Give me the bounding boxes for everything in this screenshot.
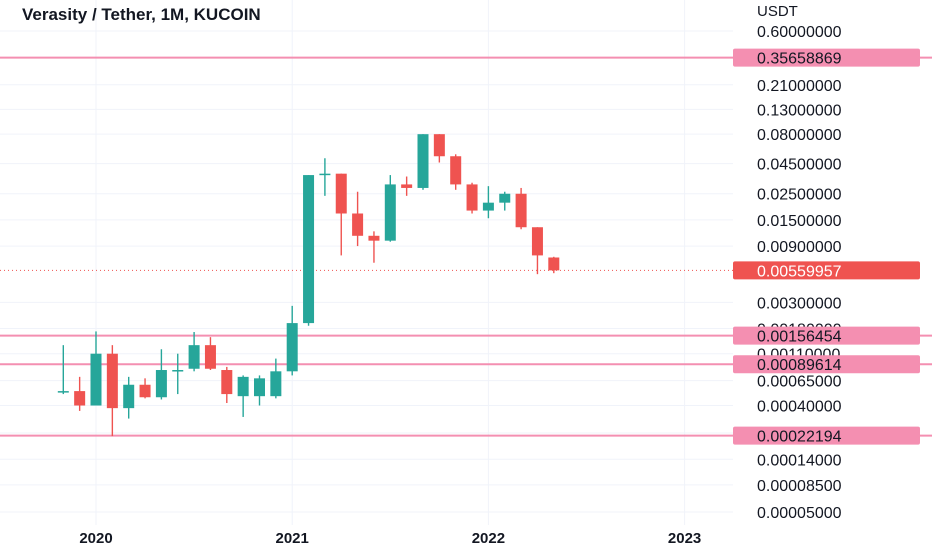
last-price-box	[733, 261, 920, 280]
y-tick-label: 0.01500000	[757, 213, 842, 230]
candle	[106, 345, 118, 437]
y-tick-label: 0.00014000	[757, 452, 842, 469]
candle-body	[204, 345, 216, 369]
candle	[303, 175, 315, 326]
candle-body	[368, 235, 380, 241]
candle-body	[237, 376, 249, 397]
y-tick-label: 0.02500000	[757, 187, 842, 204]
y-tick-label: 0.00040000	[757, 399, 842, 416]
candle	[221, 366, 233, 404]
level-label-text: 0.35658869	[757, 51, 842, 68]
y-tick-label: 0.13000000	[757, 102, 842, 119]
candle-body	[303, 175, 315, 324]
x-tick-label: 2021	[276, 530, 309, 547]
candle-body	[335, 173, 347, 214]
candle	[286, 305, 298, 376]
x-tick-label: 2023	[668, 530, 701, 547]
y-axis-ticks: 0.60000000 0.21000000 0.13000000 0.08000000…	[757, 24, 842, 522]
level-label-box	[733, 355, 920, 374]
candle	[515, 187, 527, 230]
candle-body	[352, 213, 364, 236]
candle-body	[548, 257, 560, 271]
y-tick-label: 0.00065000	[757, 374, 842, 391]
y-tick-label: 0.04500000	[757, 157, 842, 174]
candle-body	[155, 370, 167, 398]
last-price-text: 0.00559957	[757, 263, 842, 280]
candle-body	[384, 184, 396, 241]
candle-body	[90, 353, 102, 406]
candle	[270, 358, 282, 399]
candle	[417, 134, 429, 190]
y-tick-label: 0.00900000	[757, 239, 842, 256]
candle-body	[123, 384, 135, 409]
candle-body	[401, 184, 413, 188]
candle-body	[270, 371, 282, 397]
candle	[123, 376, 135, 419]
candle-body	[433, 134, 445, 157]
candle	[335, 173, 347, 256]
x-axis-ticks: 2020 2021 2022 2023	[79, 530, 701, 547]
candle	[384, 175, 396, 242]
candle	[531, 227, 543, 275]
candle-body	[74, 391, 86, 406]
chart-title: Verasity / Tether, 1M, KUCOIN	[22, 5, 261, 24]
candle-body	[515, 193, 527, 228]
candle	[188, 332, 200, 372]
x-tick-label: 2022	[472, 530, 505, 547]
candle-body	[139, 384, 151, 398]
candles	[57, 134, 560, 437]
candle	[57, 345, 69, 395]
last-price-label: 0.00559957	[733, 261, 920, 280]
axis-unit: USDT	[757, 3, 798, 20]
grid	[0, 0, 733, 525]
level-label-text: 0.00156454	[757, 329, 842, 346]
candle-body	[106, 353, 118, 409]
candle-body	[188, 345, 200, 369]
y-tick-label: 0.60000000	[757, 24, 842, 41]
candle	[499, 191, 511, 211]
candle	[433, 134, 445, 163]
candle	[139, 378, 151, 399]
candle-body	[172, 370, 184, 372]
candle-body	[221, 370, 233, 395]
candle	[74, 376, 86, 411]
level-label-text: 0.00089614	[757, 357, 842, 374]
y-tick-label: 0.08000000	[757, 127, 842, 144]
candle	[450, 154, 462, 190]
candle-body	[417, 134, 429, 188]
level-label-text: 0.00022194	[757, 429, 842, 446]
candle	[254, 375, 265, 406]
level-label-box	[733, 48, 920, 67]
y-tick-label: 0.00005000	[757, 505, 842, 522]
y-tick-label: 0.00008500	[757, 478, 842, 495]
candle	[90, 331, 102, 406]
candle-body	[450, 156, 462, 185]
candle	[204, 337, 216, 371]
candle-body	[531, 227, 543, 256]
level-label-box	[733, 426, 920, 445]
candle	[352, 191, 364, 247]
candle	[368, 231, 380, 263]
candle	[237, 375, 249, 417]
candle	[548, 256, 560, 274]
candle-body	[286, 323, 298, 372]
candle-body	[57, 391, 69, 393]
candle	[172, 353, 184, 395]
level-label-box	[733, 326, 920, 345]
candle-body	[319, 173, 331, 176]
candle	[319, 158, 331, 196]
candle-body	[254, 378, 265, 397]
candle-body	[482, 202, 494, 211]
x-tick-label: 2020	[79, 530, 112, 547]
candle	[466, 182, 478, 214]
y-tick-label: 0.21000000	[757, 78, 842, 95]
candle	[482, 186, 494, 219]
y-tick-label: 0.00300000	[757, 295, 842, 312]
candle-body	[466, 184, 478, 211]
candle-body	[499, 193, 511, 203]
candle	[401, 176, 413, 196]
level-labels: 0.35658869 0.00156454 0.00089614 0.00022194	[733, 48, 920, 446]
candle	[155, 349, 167, 400]
